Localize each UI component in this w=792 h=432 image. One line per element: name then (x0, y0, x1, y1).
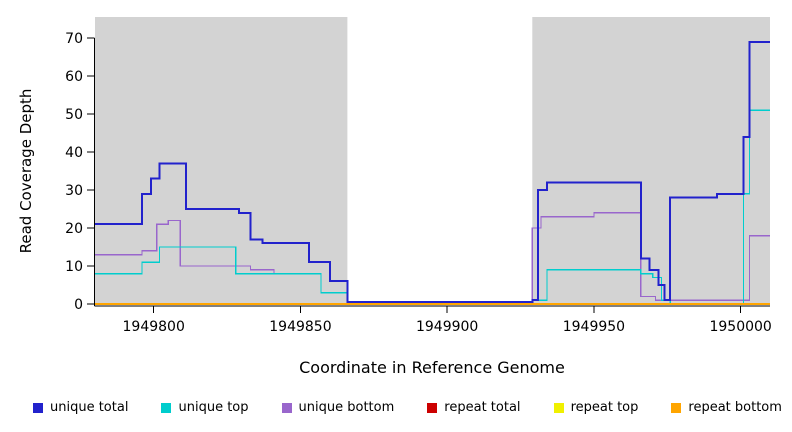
legend-item-unique-bottom: unique bottom (281, 400, 395, 415)
y-tick-label: 40 (65, 145, 83, 161)
legend-swatch-repeat-total (427, 402, 438, 413)
x-tick-label: 1950000 (709, 319, 771, 335)
y-tick-label: 60 (65, 69, 83, 85)
legend-swatch-unique-bottom (281, 402, 292, 413)
y-tick-label: 70 (65, 31, 83, 47)
legend-item-repeat-bottom: repeat bottom (671, 400, 782, 415)
x-tick-label: 1949800 (123, 319, 185, 335)
shaded-region (532, 17, 770, 305)
y-axis-title: Read Coverage Depth (17, 88, 35, 254)
legend-swatch-unique-total (33, 402, 43, 413)
shaded-region (95, 17, 348, 305)
legend-label-repeat-bottom: repeat bottom (688, 400, 782, 415)
legend-swatch-repeat-top (553, 402, 564, 413)
legend-item-repeat-total: repeat total (427, 400, 521, 415)
y-tick-label: 30 (65, 183, 83, 199)
y-tick-label: 20 (65, 221, 83, 237)
legend-item-unique-top: unique top (161, 400, 249, 415)
y-tick-label: 50 (65, 107, 83, 123)
legend-label-unique-total: unique total (50, 400, 129, 415)
legend-label-unique-bottom: unique bottom (298, 400, 395, 415)
legend-label-repeat-total: repeat total (444, 400, 521, 415)
x-tick-label: 1949950 (563, 319, 625, 335)
x-tick-label: 1949850 (269, 319, 331, 335)
legend-label-unique-top: unique top (178, 400, 249, 415)
legend-item-repeat-top: repeat top (553, 400, 639, 415)
chart-svg: 0 10 20 30 40 50 60 70 1949800 1949850 1949900 1949… (65, 17, 772, 335)
legend-swatch-repeat-bottom (671, 402, 682, 413)
legend-label-repeat-top: repeat top (570, 400, 639, 415)
legend: unique total unique top unique bottom repea… (0, 400, 792, 415)
y-tick-label: 0 (74, 297, 83, 313)
legend-swatch-unique-top (161, 402, 172, 413)
series-line-unique-total (95, 40, 770, 304)
x-tick-label: 1949900 (416, 319, 478, 335)
y-tick-label: 10 (65, 259, 83, 275)
x-axis-title: Coordinate in Reference Genome (299, 358, 565, 377)
legend-item-unique-total: unique total (33, 400, 128, 415)
